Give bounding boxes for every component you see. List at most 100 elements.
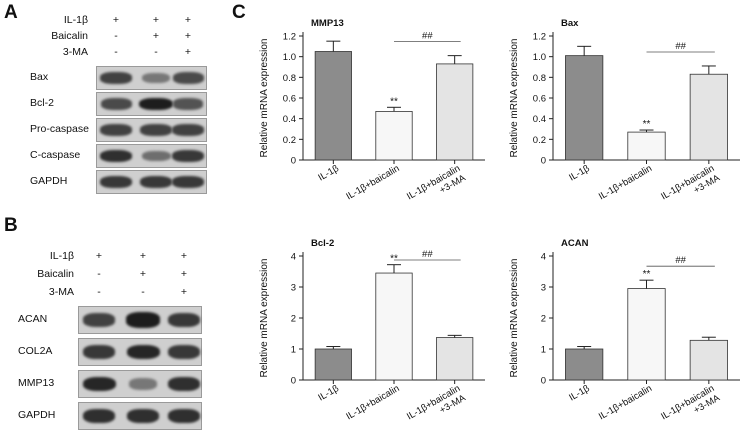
protein-band [100, 72, 132, 84]
blot-strip [96, 66, 207, 90]
protein-band [128, 378, 158, 390]
x-tick-label: IL-1β+baicalin [597, 383, 654, 422]
x-tick-label-group: IL-1β+baicalin+3-MA [659, 163, 722, 202]
blot-strip [78, 370, 202, 398]
y-tick-label: 0.8 [533, 73, 546, 84]
y-axis-label: Relative mRNA expression [509, 39, 520, 158]
protein-band [172, 98, 204, 110]
y-tick-label: 0 [291, 156, 296, 167]
bar-chart-bcl-2: Bcl-2 Relative mRNA expression 0 1 2 3 4 IL-1β I… [245, 230, 495, 442]
bar [375, 272, 413, 381]
band-label: ACAN [18, 313, 48, 325]
blot-strip [96, 170, 207, 194]
bar [314, 51, 352, 161]
protein-band [139, 97, 173, 111]
chart-title: Bax [561, 18, 579, 29]
condition-sign: + [95, 250, 103, 262]
condition-sign: + [152, 14, 160, 26]
protein-band [172, 150, 204, 162]
protein-band [140, 176, 172, 188]
band-label: GAPDH [18, 409, 56, 421]
band-label: C-caspase [30, 149, 81, 161]
protein-band [140, 124, 172, 136]
blot-strip [78, 338, 202, 366]
x-tick-label-group: IL-1β [567, 383, 592, 404]
bar [565, 55, 604, 161]
protein-band [126, 408, 160, 424]
band-label: Bcl-2 [30, 97, 54, 109]
x-tick-label-group: IL-1β [316, 163, 341, 184]
protein-band [167, 408, 201, 424]
x-tick-label-group: IL-1β+baicalin [597, 163, 654, 202]
y-tick-label: 3 [541, 283, 546, 294]
condition-sign: + [180, 286, 188, 298]
panel-label-c: C [232, 2, 246, 23]
y-tick-label: 0.6 [283, 94, 296, 105]
blot-strip [96, 92, 207, 116]
significance-hash: ## [675, 41, 686, 52]
protein-band [141, 73, 171, 83]
bar [627, 131, 666, 161]
condition-label: IL-1β [63, 14, 88, 26]
protein-band [168, 313, 200, 327]
significance-stars: ** [643, 119, 651, 130]
bar [565, 348, 604, 381]
condition-label: Baicalin [51, 30, 88, 42]
significance-hash: ## [422, 31, 433, 42]
x-tick-label: IL-1β [567, 383, 592, 404]
significance-stars: ** [390, 254, 398, 265]
y-tick-label: 3 [291, 283, 296, 294]
protein-band [172, 72, 204, 84]
condition-sign: + [184, 30, 192, 42]
y-tick-label: 0 [541, 156, 546, 167]
x-tick-label-group: IL-1β+baicalin+3-MA [659, 383, 722, 422]
protein-band [141, 150, 171, 162]
y-tick-label: 0.8 [283, 73, 296, 84]
x-tick-label: IL-1β+baicalin [597, 163, 654, 202]
x-tick-label-group: IL-1β+baicalin+3-MA [405, 163, 468, 202]
bar [627, 288, 666, 381]
protein-band [167, 376, 201, 392]
bar [375, 111, 413, 161]
x-tick-label-group: IL-1β [316, 383, 341, 404]
x-tick-label: IL-1β+baicalin [344, 163, 401, 202]
x-tick-label: IL-1β [316, 163, 341, 184]
y-tick-label: 2 [291, 314, 296, 325]
significance-hash: ## [422, 249, 433, 260]
condition-sign: - [97, 268, 101, 280]
panel-label-a: A [4, 2, 18, 23]
x-tick-label-group: IL-1β+baicalin [344, 383, 401, 422]
band-label: COL2A [18, 345, 53, 357]
chart-title: ACAN [561, 238, 589, 249]
y-tick-label: 0.4 [533, 114, 546, 125]
y-tick-label: 0.2 [283, 135, 296, 146]
condition-sign: + [180, 268, 188, 280]
chart-svg: Bax Relative mRNA expression 0 0.2 0.4 0.6 0.8… [509, 18, 740, 202]
y-tick-label: 0 [291, 376, 296, 387]
condition-sign: - [141, 286, 145, 298]
blot-strip [78, 306, 202, 334]
protein-band [82, 376, 116, 392]
condition-label: IL-1β [49, 250, 74, 262]
significance-stars: ** [643, 269, 651, 280]
condition-sign: + [184, 46, 192, 58]
bar-chart-acan: ACAN Relative mRNA expression 0 1 2 3 4 IL-1β IL… [495, 230, 750, 442]
protein-band [172, 124, 204, 136]
x-tick-label-group: IL-1β+baicalin [597, 383, 654, 422]
x-tick-label-group: IL-1β+baicalin+3-MA [405, 383, 468, 422]
y-axis-label: Relative mRNA expression [259, 39, 270, 158]
y-tick-label: 0.6 [533, 94, 546, 105]
condition-sign: + [184, 14, 192, 26]
significance-hash: ## [675, 255, 686, 266]
protein-band [126, 344, 160, 360]
y-tick-label: 1 [291, 345, 296, 356]
x-tick-label: IL-1β [567, 163, 592, 184]
y-tick-label: 2 [541, 314, 546, 325]
condition-sign: + [112, 14, 120, 26]
x-tick-label: IL-1β [316, 383, 341, 404]
x-tick-label-group: IL-1β [567, 163, 592, 184]
condition-sign: - [97, 286, 101, 298]
